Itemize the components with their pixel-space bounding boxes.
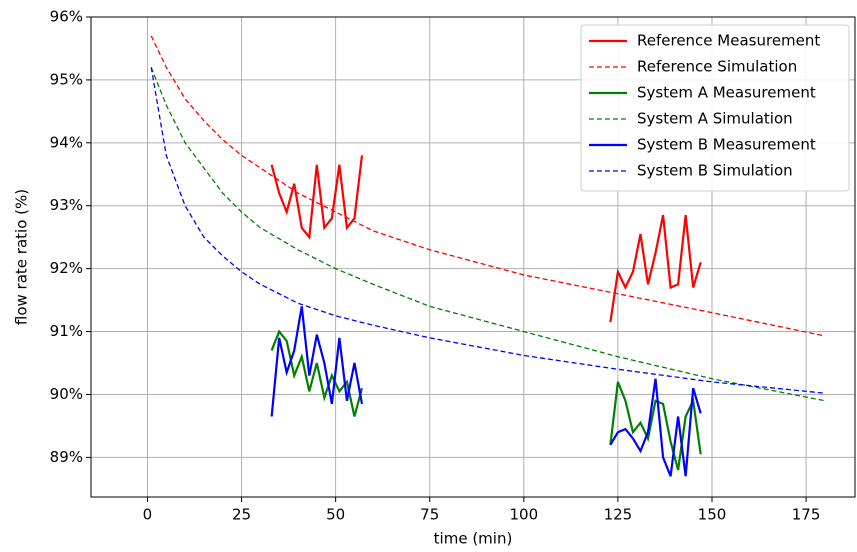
y-tick-label: 90% xyxy=(50,385,83,403)
x-tick-label: 75 xyxy=(420,506,439,524)
series-line xyxy=(150,67,826,402)
y-axis-label: flow rate ratio (%) xyxy=(13,189,31,325)
x-tick-label: 0 xyxy=(143,506,153,524)
series-line xyxy=(150,35,826,337)
y-tick-label: 95% xyxy=(50,70,83,88)
series-line xyxy=(270,306,702,477)
x-axis-label: time (min) xyxy=(434,530,513,548)
y-tick-label: 93% xyxy=(50,196,83,214)
x-tick-label: 125 xyxy=(604,506,633,524)
legend-label: System B Measurement xyxy=(637,136,816,154)
legend-label: System A Simulation xyxy=(637,110,793,128)
series-line xyxy=(150,67,825,394)
y-tick-label: 96% xyxy=(50,8,83,26)
series-line xyxy=(270,329,702,471)
legend-label: System B Simulation xyxy=(637,162,793,180)
legend-box xyxy=(580,24,850,192)
series-line xyxy=(270,155,702,323)
x-tick-label: 150 xyxy=(698,506,727,524)
legend-label: System A Measurement xyxy=(637,84,816,102)
y-tick-label: 89% xyxy=(50,448,83,466)
x-tick-label: 50 xyxy=(326,506,345,524)
y-tick-label: 92% xyxy=(50,259,83,277)
x-tick-label: 100 xyxy=(509,506,538,524)
y-tick-label: 94% xyxy=(50,133,83,151)
y-tick-label: 91% xyxy=(50,322,83,340)
legend-label: Reference Measurement xyxy=(637,32,820,50)
x-tick-label: 25 xyxy=(232,506,251,524)
plot-frame xyxy=(90,16,856,498)
legend-label: Reference Simulation xyxy=(637,58,797,76)
x-tick-label: 175 xyxy=(792,506,821,524)
